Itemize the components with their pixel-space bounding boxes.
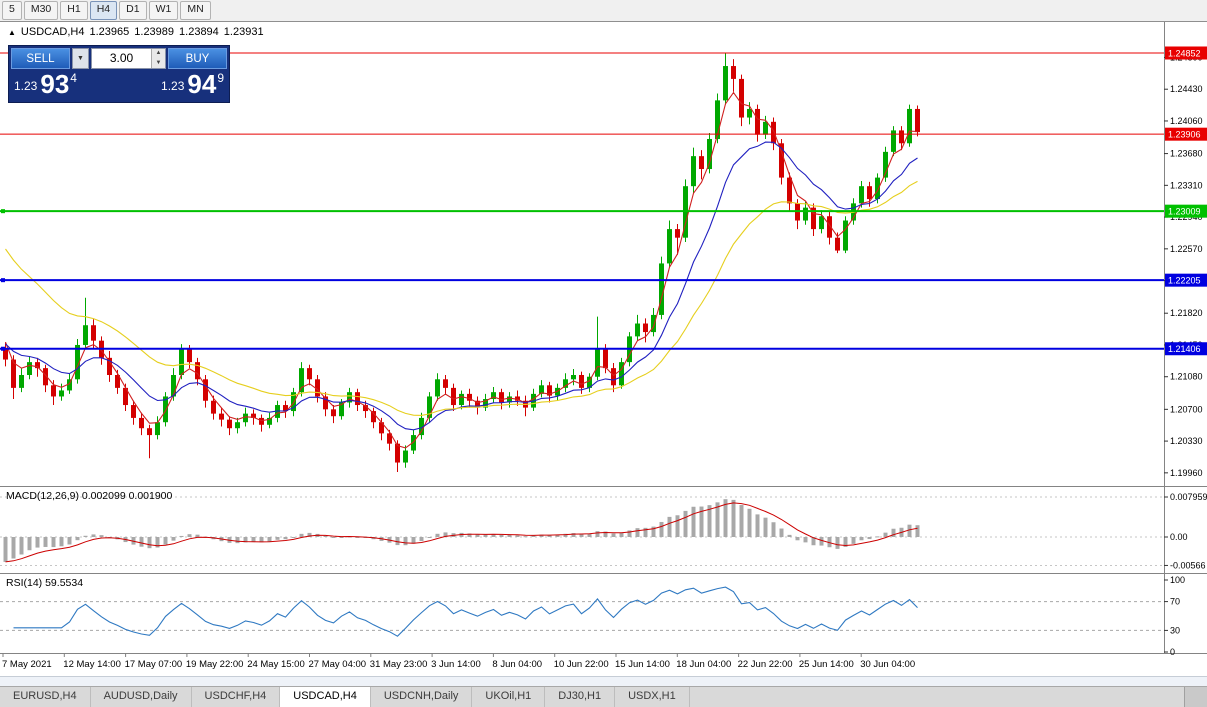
- svg-text:1.23310: 1.23310: [1170, 180, 1203, 190]
- svg-text:1.21406: 1.21406: [1168, 344, 1201, 354]
- svg-text:1.24060: 1.24060: [1170, 116, 1203, 126]
- svg-text:22 Jun 22:00: 22 Jun 22:00: [738, 659, 793, 670]
- svg-text:1.23680: 1.23680: [1170, 149, 1203, 159]
- svg-text:1.24852: 1.24852: [1168, 48, 1201, 58]
- timeframe-button-w1[interactable]: W1: [148, 1, 179, 20]
- timeframe-button-h4[interactable]: H4: [89, 1, 118, 20]
- ohlc-high: 1.23989: [134, 26, 175, 38]
- svg-text:1.20330: 1.20330: [1170, 436, 1203, 446]
- svg-text:27 May 04:00: 27 May 04:00: [309, 659, 367, 670]
- time-axis: 7 May 2021 12 May 14:00 17 May 07:00 19 May…: [2, 653, 915, 670]
- buy-button[interactable]: BUY: [168, 48, 227, 69]
- svg-text:1.19960: 1.19960: [1170, 468, 1203, 478]
- lot-spinner: ▲ ▼: [151, 49, 165, 68]
- chevron-down-icon: ▼: [77, 55, 84, 62]
- price-level-tags: 1.24852 1.23906 1.23009 1.22205 1.21406: [1165, 46, 1207, 356]
- rsi-label: RSI(14) 59.5534: [6, 577, 84, 589]
- chart-tab-bar: EURUSD,H4 AUDUSD,Daily USDCHF,H4 USDCAD,H4 U…: [0, 686, 1207, 707]
- svg-text:7 May 2021: 7 May 2021: [2, 659, 52, 670]
- svg-text:1.22570: 1.22570: [1170, 244, 1203, 254]
- svg-text:100: 100: [1170, 575, 1185, 585]
- svg-text:31 May 23:00: 31 May 23:00: [370, 659, 428, 670]
- macd-label: MACD(12,26,9) 0.002099 0.001900: [6, 490, 173, 502]
- slow-ma: [5, 180, 918, 416]
- lot-size-field[interactable]: 3.00 ▲ ▼: [91, 48, 166, 69]
- lot-preset-dropdown[interactable]: ▼: [72, 48, 89, 69]
- rsi-indicator: [13, 586, 918, 637]
- chart-tab-eurusd-h4[interactable]: EURUSD,H4: [0, 687, 91, 707]
- svg-text:70: 70: [1170, 597, 1180, 607]
- resize-corner: [1184, 687, 1207, 707]
- price-chart[interactable]: 1.248001.244301.240601.236801.233101.229…: [0, 22, 1207, 676]
- svg-text:3 Jun 14:00: 3 Jun 14:00: [431, 659, 481, 670]
- svg-text:0: 0: [1170, 647, 1175, 657]
- svg-text:-0.00566: -0.00566: [1170, 560, 1206, 570]
- svg-text:1.24430: 1.24430: [1170, 84, 1203, 94]
- timeframe-button-5[interactable]: 5: [2, 1, 22, 20]
- ohlc-open: 1.23965: [89, 26, 130, 38]
- chart-title: ▲ USDCAD,H4 1.23965 1.23989 1.23894 1.23931: [8, 26, 269, 38]
- chart-tab-usdx-h1[interactable]: USDX,H1: [615, 687, 690, 707]
- svg-text:18 Jun 04:00: 18 Jun 04:00: [676, 659, 731, 670]
- horizontal-scroll-strip[interactable]: [0, 676, 1207, 686]
- svg-text:1.20700: 1.20700: [1170, 404, 1203, 414]
- sell-price: 1.23 93 4: [14, 69, 77, 99]
- chart-tab-usdchf-h4[interactable]: USDCHF,H4: [192, 687, 281, 707]
- ohlc-low: 1.23894: [179, 26, 219, 38]
- lot-decrease-button[interactable]: ▼: [152, 58, 165, 68]
- svg-text:10 Jun 22:00: 10 Jun 22:00: [554, 659, 609, 670]
- one-click-trading-panel: SELL ▼ 3.00 ▲ ▼ BUY 1.23 93 4 1.23 94 9: [8, 45, 230, 103]
- sell-button[interactable]: SELL: [11, 48, 70, 69]
- svg-text:1.23009: 1.23009: [1168, 207, 1201, 217]
- chart-tab-usdcnh-daily[interactable]: USDCNH,Daily: [371, 687, 473, 707]
- macd-indicator: [3, 499, 920, 563]
- chart-tab-usdcad-h4[interactable]: USDCAD,H4: [280, 687, 371, 707]
- svg-text:1.23906: 1.23906: [1168, 130, 1201, 140]
- pane-separators: [0, 22, 1207, 654]
- chart-symbol: USDCAD,H4: [20, 26, 85, 38]
- ohlc-close: 1.23931: [223, 26, 264, 38]
- chart-tab-ukoil-h1[interactable]: UKOil,H1: [472, 687, 546, 707]
- mid-ma: [5, 141, 918, 431]
- timeframe-button-m30[interactable]: M30: [23, 1, 59, 20]
- svg-text:0.00: 0.00: [1170, 532, 1188, 542]
- svg-text:1.22205: 1.22205: [1168, 276, 1201, 286]
- moving-averages: [4, 91, 918, 449]
- svg-text:8 Jun 04:00: 8 Jun 04:00: [492, 659, 542, 670]
- svg-text:1.21820: 1.21820: [1170, 308, 1203, 318]
- svg-text:1.21080: 1.21080: [1170, 372, 1203, 382]
- svg-text:30 Jun 04:00: 30 Jun 04:00: [860, 659, 915, 670]
- svg-text:0.007959: 0.007959: [1170, 492, 1207, 502]
- svg-text:12 May 14:00: 12 May 14:00: [63, 659, 121, 670]
- svg-text:19 May 22:00: 19 May 22:00: [186, 659, 244, 670]
- chart-tab-audusd-daily[interactable]: AUDUSD,Daily: [91, 687, 192, 707]
- triangle-icon: ▲: [8, 28, 16, 37]
- lot-size-value: 3.00: [109, 51, 134, 65]
- horizontal-levels: [0, 52, 1164, 351]
- buy-price: 1.23 94 9: [161, 69, 224, 99]
- chart-tab-dj30-h1[interactable]: DJ30,H1: [545, 687, 616, 707]
- svg-text:17 May 07:00: 17 May 07:00: [125, 659, 183, 670]
- svg-text:15 Jun 14:00: 15 Jun 14:00: [615, 659, 670, 670]
- svg-text:30: 30: [1170, 625, 1180, 635]
- timeframe-toolbar: 5 M30 H1 H4 D1 W1 MN: [0, 0, 1207, 22]
- timeframe-button-d1[interactable]: D1: [119, 1, 147, 20]
- lot-increase-button[interactable]: ▲: [152, 49, 165, 59]
- timeframe-button-h1[interactable]: H1: [60, 1, 88, 20]
- fast-ma: [4, 91, 918, 449]
- timeframe-button-mn[interactable]: MN: [180, 1, 211, 20]
- svg-text:24 May 15:00: 24 May 15:00: [247, 659, 305, 670]
- svg-text:25 Jun 14:00: 25 Jun 14:00: [799, 659, 854, 670]
